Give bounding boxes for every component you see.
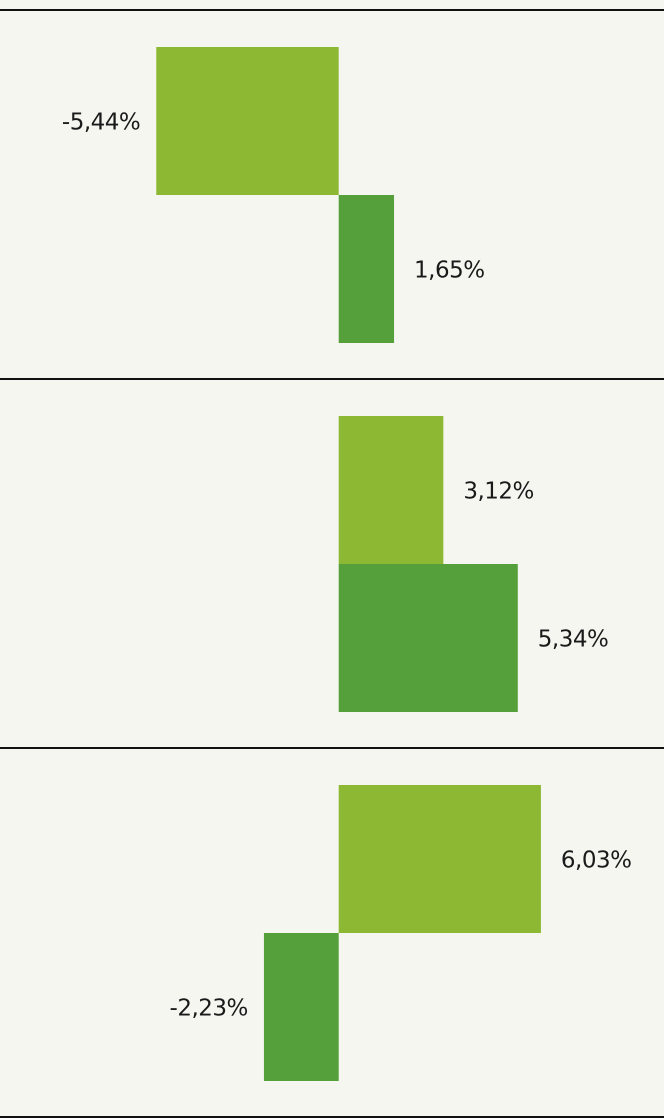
value-label: 6,03% <box>561 848 632 874</box>
bar <box>338 564 518 712</box>
value-label: 1,65% <box>414 258 485 284</box>
value-label: -2,23% <box>170 996 248 1022</box>
bar <box>338 785 541 933</box>
value-label: -5,44% <box>62 110 140 136</box>
bar <box>338 416 444 564</box>
bar <box>338 195 395 343</box>
bar <box>263 933 339 1081</box>
value-label: 5,34% <box>538 627 609 653</box>
bar <box>156 47 339 195</box>
value-label: 3,12% <box>463 479 534 505</box>
